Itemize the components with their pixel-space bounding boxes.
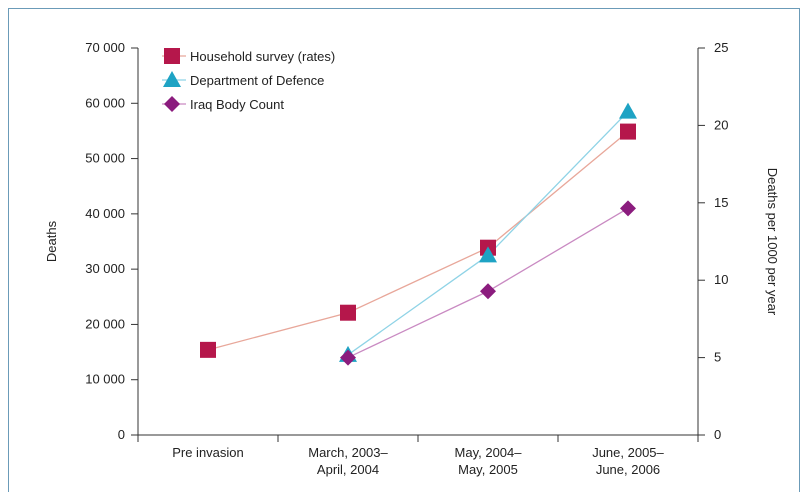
y-tick-label-right: 10 [714,272,728,287]
x-tick-label: May, 2004– [455,445,523,460]
chart-frame [8,8,800,492]
series-line [347,207,629,359]
legend-marker [164,96,180,112]
y-axis-title-right: Deaths per 1000 per year [765,168,780,316]
series-markers [200,102,637,366]
x-tick-label: May, 2005 [458,462,518,477]
data-point [340,304,356,321]
y-tick-label-left: 70 000 [85,40,125,55]
axes: 0 10 000 20 000 30 000 40 000 50 000 60 000 70 … [44,40,780,477]
data-point [200,341,216,358]
data-point [340,349,356,366]
data-point [620,123,636,140]
legend: Household survey (rates) Department of De… [162,48,335,112]
y-axis-title-left: Deaths [44,220,59,262]
y-tick-label-right: 25 [714,40,728,55]
series-line [207,131,629,351]
y-tick-label-left: 0 [118,427,125,442]
x-tick-label: Pre invasion [172,445,244,460]
x-tick-label: March, 2003– [308,445,388,460]
y-tick-label-right: 15 [714,195,728,210]
y-tick-label-left: 10 000 [85,372,125,387]
legend-label: Household survey (rates) [190,49,335,64]
y-tick-label-left: 50 000 [85,151,125,166]
x-tick-label: April, 2004 [317,462,379,477]
x-tick-label: June, 2006 [596,462,660,477]
y-tick-label-left: 20 000 [85,316,125,331]
data-point [480,283,496,300]
data-point [619,102,637,119]
data-point [620,200,636,217]
x-tick-label: June, 2005– [592,445,664,460]
legend-marker [163,71,181,87]
y-tick-label-left: 60 000 [85,95,125,110]
y-tick-label-right: 20 [714,117,728,132]
legend-label: Department of Defence [190,73,324,88]
data-point [479,246,497,263]
y-tick-label-left: 30 000 [85,261,125,276]
y-tick-label-right: 5 [714,350,721,365]
legend-label: Iraq Body Count [190,97,284,112]
series-lines [207,111,629,359]
y-tick-label-left: 40 000 [85,206,125,221]
y-tick-label-right: 0 [714,427,721,442]
legend-marker [164,48,180,64]
